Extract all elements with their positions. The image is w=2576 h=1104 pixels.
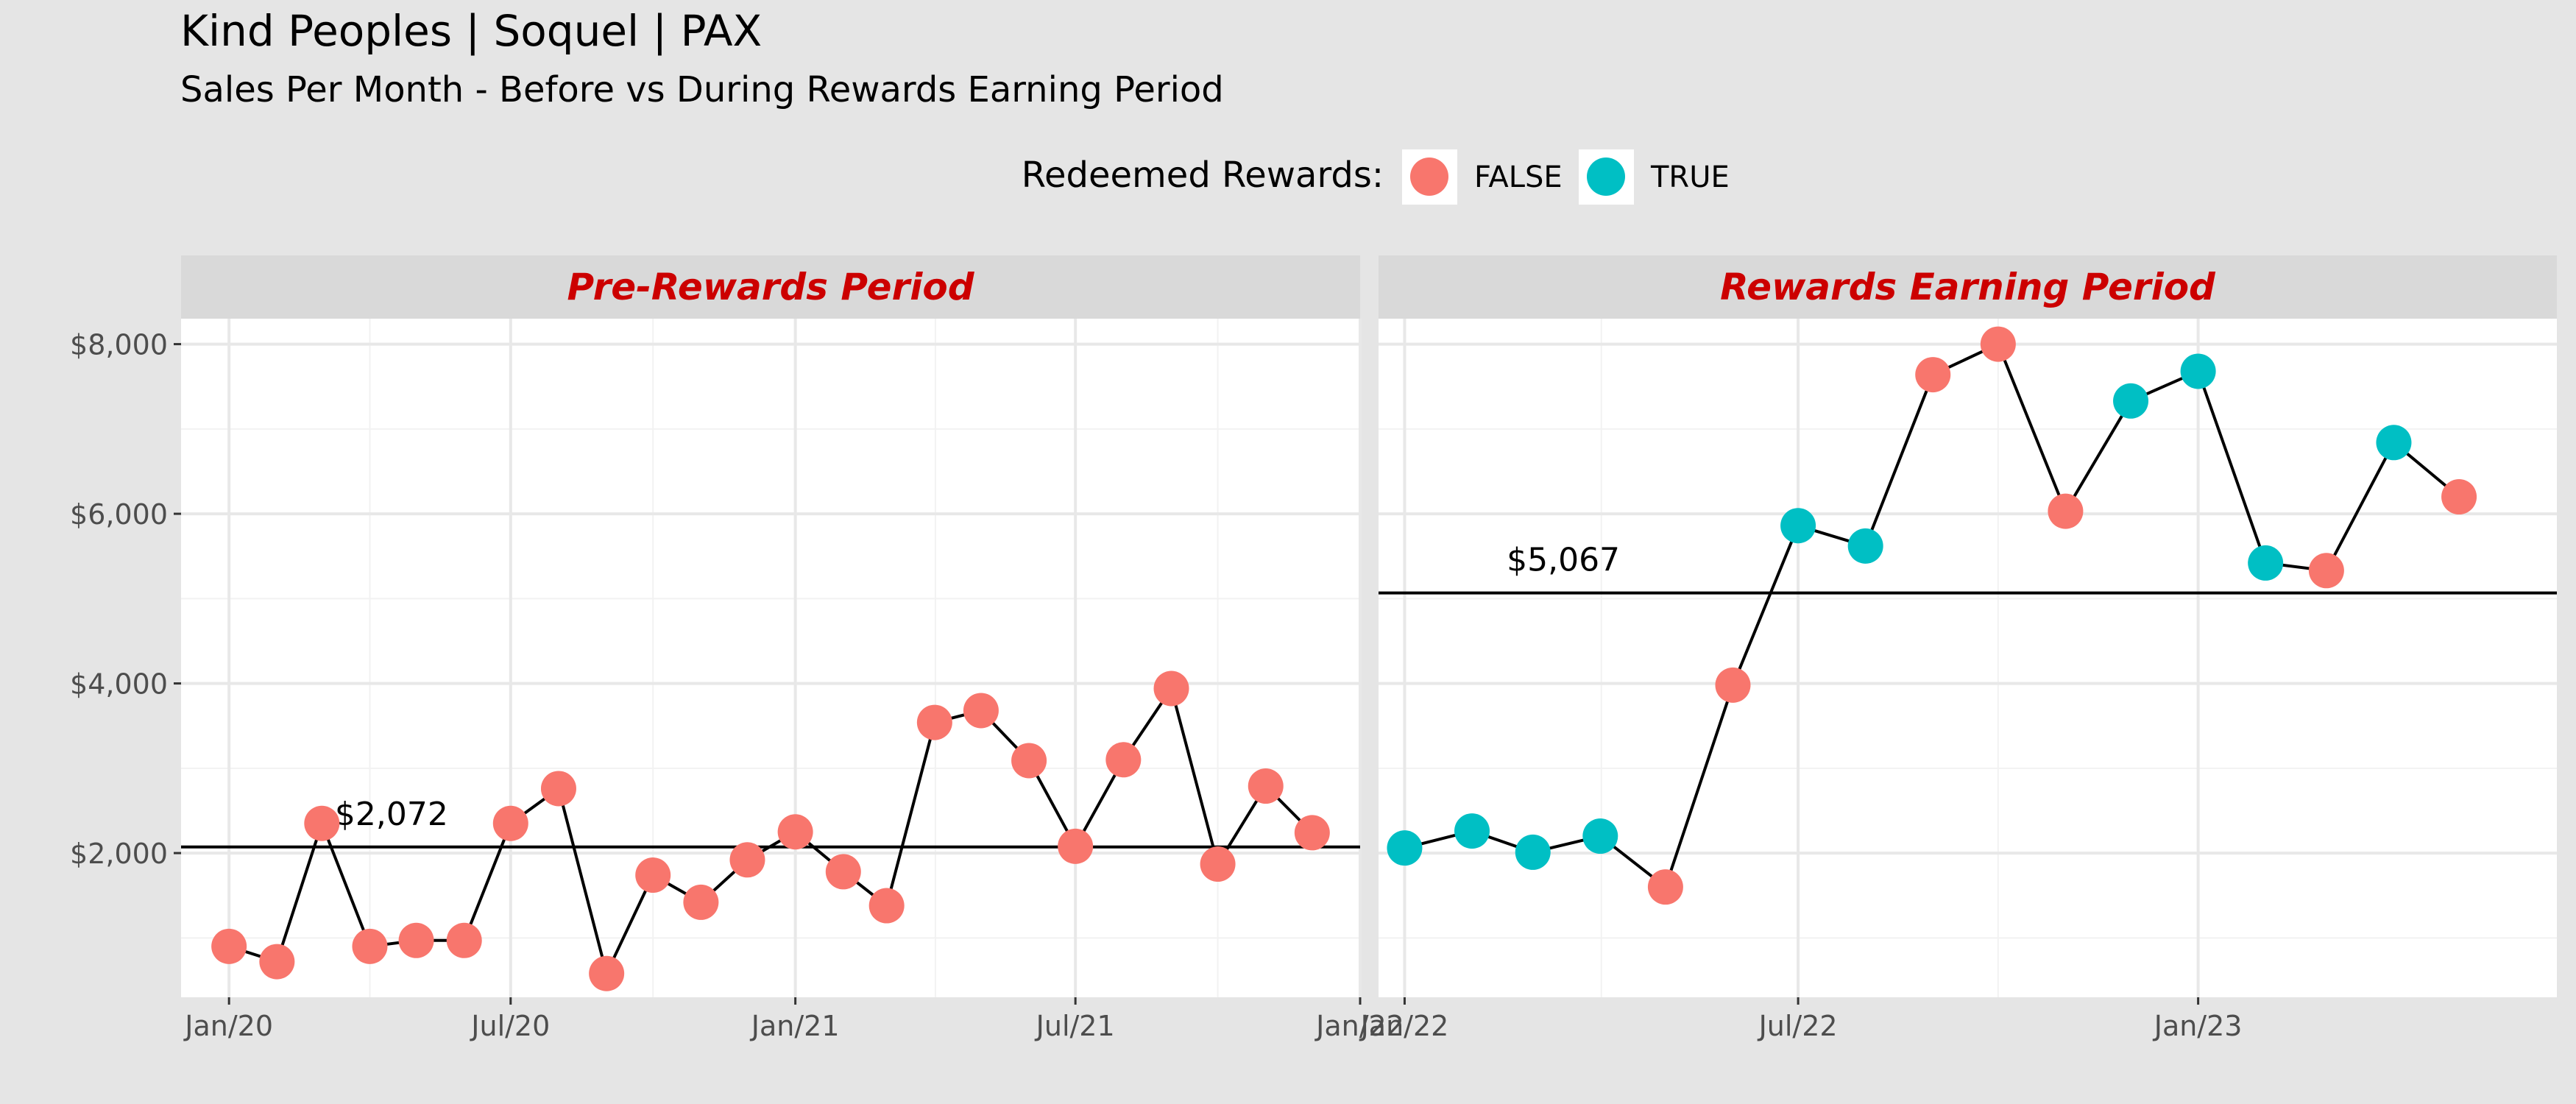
- data-point: [683, 884, 719, 920]
- y-tick-label: $6,000: [70, 498, 168, 531]
- data-point: [352, 928, 388, 964]
- data-point: [398, 922, 434, 958]
- data-point: [1153, 670, 1189, 707]
- data-point: [2441, 479, 2477, 515]
- legend-label-false: FALSE: [1474, 160, 1563, 194]
- data-point: [1515, 834, 1551, 870]
- data-point: [1294, 815, 1330, 851]
- y-tick-label: $8,000: [70, 329, 168, 361]
- legend-key-true-marker: [1587, 158, 1625, 196]
- chart-title: Kind Peoples | Soquel | PAX: [180, 6, 762, 56]
- legend-key-false-marker: [1410, 158, 1448, 196]
- panel-strip-title: Rewards Earning Period: [1720, 266, 2216, 308]
- panel-rewards-earning: Rewards Earning Period Jan/22 Jul/22 Jan/23…: [1359, 255, 2557, 1042]
- panel-strip: [181, 255, 1360, 319]
- data-point: [492, 805, 528, 841]
- panel-background: [181, 319, 1360, 997]
- panel-pre-rewards: Pre-Rewards Period $2,000 $4,000 $6,000 $8,0…: [70, 255, 1404, 1042]
- data-point: [2113, 383, 2149, 419]
- x-tick-label: Jul/22: [1758, 1010, 1838, 1042]
- data-point: [1780, 508, 1816, 544]
- data-point: [1715, 667, 1751, 703]
- y-tick-label: $4,000: [70, 668, 168, 701]
- data-point: [2048, 493, 2084, 529]
- legend: Redeemed Rewards: FALSE TRUE: [1022, 149, 1730, 205]
- data-point: [589, 955, 625, 991]
- data-point: [2376, 425, 2412, 461]
- data-point: [2248, 545, 2284, 581]
- data-point: [916, 704, 952, 740]
- x-tick-label: Jan/23: [2153, 1010, 2243, 1042]
- data-point: [304, 805, 340, 841]
- x-tick-label: Jan/22: [1314, 1010, 1404, 1042]
- legend-title: Redeemed Rewards:: [1022, 155, 1384, 196]
- data-point: [963, 693, 999, 729]
- data-point: [868, 888, 905, 924]
- data-point: [1105, 742, 1142, 778]
- mean-label: $2,072: [335, 796, 448, 833]
- data-point: [729, 842, 765, 878]
- data-point: [1011, 743, 1047, 779]
- data-point: [446, 922, 482, 958]
- data-point: [1847, 528, 1883, 564]
- x-tick-label: Jul/21: [1035, 1010, 1115, 1042]
- panel-strip-title: Pre-Rewards Period: [567, 266, 974, 308]
- data-point: [2308, 553, 2344, 589]
- data-point: [1200, 846, 1236, 882]
- data-point: [2180, 353, 2216, 389]
- data-point: [259, 944, 295, 980]
- mean-label: $5,067: [1507, 542, 1620, 579]
- data-point: [825, 854, 861, 890]
- data-point: [1915, 357, 1951, 393]
- x-tick-label: Jul/20: [470, 1010, 550, 1042]
- data-point: [777, 814, 813, 850]
- legend-label-true: TRUE: [1650, 160, 1730, 194]
- data-point: [635, 857, 671, 894]
- data-point: [1980, 326, 2016, 362]
- data-point: [1058, 828, 1094, 864]
- data-point: [1647, 869, 1683, 905]
- data-point: [1454, 813, 1490, 849]
- x-tick-label: Jan/20: [183, 1010, 273, 1042]
- y-tick-label: $2,000: [70, 838, 168, 870]
- panel-strip: [1379, 255, 2557, 319]
- data-point: [211, 928, 247, 964]
- panel-background: [1379, 319, 2557, 997]
- x-tick-label: Jan/21: [750, 1010, 840, 1042]
- data-point: [1248, 768, 1284, 804]
- chart-subtitle: Sales Per Month - Before vs During Rewar…: [180, 69, 1224, 110]
- data-point: [1582, 818, 1618, 854]
- data-point: [1387, 830, 1423, 866]
- x-tick-label: Jan/22: [1359, 1010, 1449, 1042]
- data-point: [540, 771, 576, 807]
